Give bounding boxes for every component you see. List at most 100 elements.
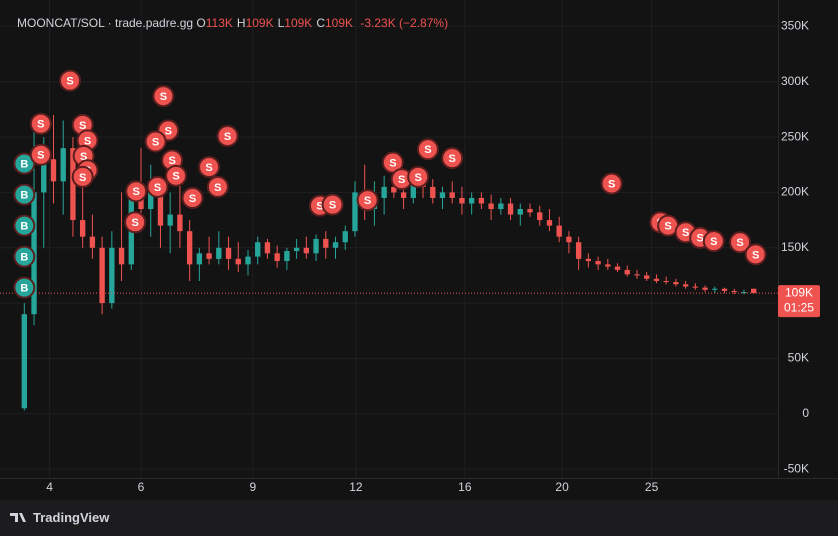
- trade-marker-label: S: [697, 233, 704, 245]
- trade-marker: [441, 147, 464, 170]
- trade-marker-label: S: [398, 174, 405, 186]
- trade-markers: BBBBBSSSSSSSSSSSSSSSSSSSSSSSSSSSSSSSSSSS…: [13, 69, 767, 299]
- ohlc-value: 109K: [324, 16, 354, 30]
- candle-body: [118, 247, 125, 265]
- candle-body: [595, 261, 601, 265]
- candle-body: [352, 192, 358, 232]
- candle-body: [663, 280, 669, 283]
- candle-body: [702, 287, 708, 290]
- y-tick-label: 50K: [788, 351, 809, 365]
- candle-body: [264, 242, 271, 254]
- candle-body: [537, 212, 543, 221]
- change: -3.23K (−2.87%): [360, 16, 449, 30]
- trade-marker-label: S: [415, 172, 422, 184]
- candle-body: [303, 247, 310, 254]
- trade-marker-label: S: [37, 150, 44, 162]
- trade-marker: [206, 175, 229, 198]
- trade-marker: [144, 130, 167, 153]
- trade-marker-label: S: [189, 193, 196, 205]
- trade-marker-label: S: [79, 172, 86, 184]
- candle-body: [400, 192, 407, 198]
- trade-marker-label: B: [20, 283, 28, 295]
- grid: [0, 0, 778, 478]
- brand-name: TradingView: [33, 510, 110, 525]
- candle-body: [575, 242, 582, 259]
- candle-body: [381, 186, 387, 198]
- candle-body: [70, 148, 76, 221]
- candle-body: [566, 236, 572, 243]
- y-tick-label: 300K: [781, 74, 809, 88]
- candle-body: [682, 284, 689, 287]
- candle-body: [517, 209, 523, 215]
- candle-body: [50, 159, 57, 182]
- trade-marker-label: S: [682, 227, 689, 239]
- candle-body: [148, 192, 154, 210]
- candle-body: [546, 220, 553, 226]
- candle-body: [21, 314, 27, 409]
- trade-marker-label: S: [79, 120, 86, 132]
- y-tick-label: -50K: [784, 461, 809, 475]
- trade-marker: [29, 143, 52, 166]
- candle-body: [507, 203, 514, 215]
- trade-marker: [216, 124, 239, 147]
- trade-marker: [702, 230, 725, 253]
- trade-marker-label: B: [20, 221, 28, 233]
- x-tick-label: 12: [349, 480, 363, 494]
- trade-marker: [13, 152, 36, 175]
- trade-marker-label: S: [449, 153, 456, 165]
- trade-marker-label: S: [165, 125, 172, 137]
- candle-body: [235, 258, 241, 265]
- candle-body: [488, 203, 494, 210]
- trade-marker: [407, 165, 430, 188]
- trade-marker-label: S: [37, 119, 44, 131]
- last-price-box: [778, 285, 820, 318]
- ohlc-legend: MOONCAT/SOL · trade.padre.gg O113K H109K L…: [17, 16, 452, 30]
- last-price-label: 109K: [785, 285, 813, 299]
- candle-body: [332, 242, 339, 248]
- trade-marker: [356, 189, 379, 212]
- x-tick-label: 25: [645, 480, 659, 494]
- candle-body: [157, 192, 164, 226]
- trade-marker-label: S: [224, 131, 231, 143]
- trade-marker: [181, 186, 204, 209]
- candle-body: [430, 186, 436, 198]
- trade-marker: [13, 183, 36, 206]
- candle-body: [692, 286, 699, 288]
- y-tick-label: 150K: [781, 240, 809, 254]
- candle-body: [614, 266, 621, 270]
- candle-body: [99, 247, 105, 304]
- trade-marker-label: S: [84, 135, 91, 147]
- symbol-title: MOONCAT/SOL · trade.padre.gg: [17, 16, 194, 30]
- trade-marker-label: S: [214, 182, 221, 194]
- candle-body: [293, 247, 300, 252]
- footer-bar: [0, 500, 838, 536]
- trade-marker-label: S: [205, 162, 212, 174]
- trade-marker-label: S: [316, 201, 323, 213]
- ohlc-key: O: [196, 16, 206, 30]
- candle-body: [751, 288, 757, 294]
- trade-marker-label: S: [736, 237, 743, 249]
- candle-body: [177, 214, 183, 232]
- trade-marker-label: S: [364, 195, 371, 207]
- trade-marker: [71, 165, 94, 188]
- candle-body: [712, 288, 718, 290]
- ohlc-key: C: [316, 16, 325, 30]
- trade-marker-label: B: [20, 159, 28, 171]
- trade-marker: [125, 180, 148, 203]
- x-tick-label: 16: [458, 480, 472, 494]
- y-tick-label: 350K: [781, 19, 809, 33]
- candle-body: [459, 197, 465, 204]
- candle-body: [41, 159, 47, 193]
- candle-body: [449, 192, 455, 198]
- trade-marker: [146, 175, 169, 198]
- ohlc-value: 109K: [245, 16, 274, 30]
- trade-marker: [321, 193, 344, 216]
- trade-marker-label: S: [160, 91, 167, 103]
- candle-body: [196, 253, 203, 265]
- countdown-label: 01:25: [784, 300, 814, 314]
- candle-body: [634, 274, 640, 276]
- trade-marker-label: S: [152, 136, 159, 148]
- trade-marker: [29, 112, 52, 135]
